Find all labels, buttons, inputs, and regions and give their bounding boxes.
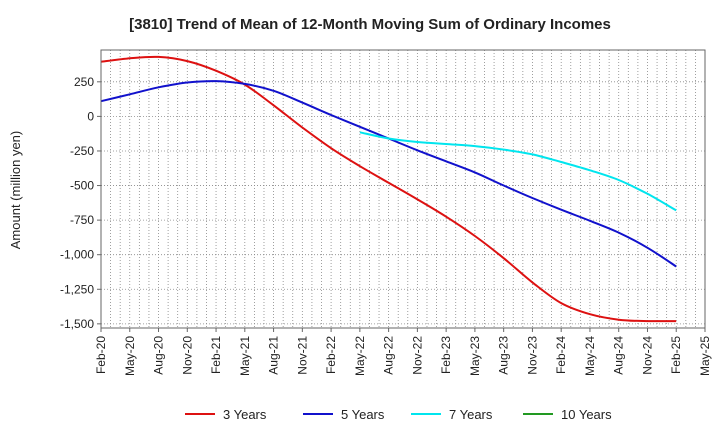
- y-ticks: 250 0 -250 -500 -750 -1,000 -1,250 -1,500: [60, 75, 101, 331]
- x-tick-label: Nov-22: [410, 336, 424, 375]
- x-tick-label: May-23: [468, 336, 482, 376]
- x-tick-label: Nov-24: [640, 336, 654, 375]
- y-tick-label: 250: [74, 75, 94, 89]
- y-tick-label: -750: [70, 213, 94, 227]
- series-layer: [100, 55, 677, 323]
- x-tick-label: Feb-23: [439, 336, 453, 374]
- series-line-3-years: [100, 55, 677, 323]
- y-tick-label: -250: [70, 144, 94, 158]
- legend: 3 Years 5 Years 7 Years 10 Years: [185, 407, 612, 422]
- chart-title: [3810] Trend of Mean of 12-Month Moving …: [129, 16, 611, 33]
- x-tick-label: Nov-21: [295, 336, 309, 375]
- legend-label-3-years: 3 Years: [223, 407, 267, 422]
- x-tick-label: Feb-25: [669, 336, 683, 374]
- y-tick-label: -500: [70, 179, 94, 193]
- x-tick-label: Aug-20: [152, 336, 166, 375]
- series-line-7-years: [359, 131, 677, 212]
- y-axis-label: Amount (million yen): [8, 131, 23, 250]
- x-tick-label: Aug-22: [382, 336, 396, 375]
- plot-frame: [100, 49, 706, 329]
- x-tick-label: May-21: [238, 336, 252, 376]
- x-tick-label: Feb-22: [324, 336, 338, 374]
- legend-label-10-years: 10 Years: [561, 407, 612, 422]
- x-tick-label: Aug-21: [267, 336, 281, 375]
- x-tick-label: May-22: [353, 336, 367, 376]
- legend-label-5-years: 5 Years: [341, 407, 385, 422]
- legend-label-7-years: 7 Years: [449, 407, 493, 422]
- x-tick-label: Feb-24: [554, 336, 568, 374]
- grid: [101, 50, 705, 328]
- x-tick-label: May-24: [583, 336, 597, 376]
- x-tick-label: Aug-24: [612, 336, 626, 375]
- x-tick-label: Nov-23: [525, 336, 539, 375]
- y-tick-label: -1,500: [60, 317, 94, 331]
- x-ticks: Feb-20 May-20 Aug-20 Nov-20 Feb-21 May-21 Aug-…: [94, 328, 712, 376]
- y-tick-label: 0: [87, 109, 94, 123]
- x-tick-label: Feb-21: [209, 336, 223, 374]
- x-tick-label: May-20: [123, 336, 137, 376]
- x-tick-label: Feb-20: [94, 336, 108, 374]
- y-tick-label: -1,000: [60, 248, 94, 262]
- x-tick-label: Aug-23: [497, 336, 511, 375]
- y-tick-label: -1,250: [60, 282, 94, 296]
- x-tick-label: May-25: [698, 336, 712, 376]
- x-tick-label: Nov-20: [180, 336, 194, 375]
